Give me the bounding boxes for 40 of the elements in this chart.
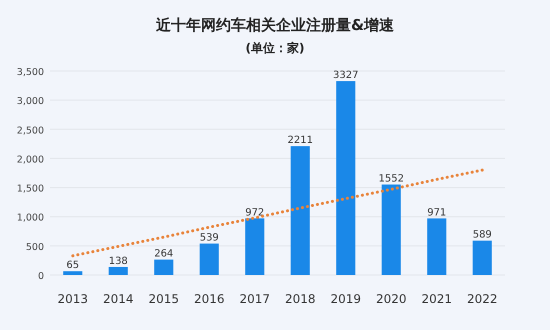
bar [472,240,492,275]
data-label: 65 [66,260,80,272]
data-label: 972 [245,207,264,218]
bar [245,218,264,275]
x-tick-label: 2020 [376,292,407,306]
data-label: 2211 [288,135,313,146]
x-tick-label: 2021 [421,292,452,306]
data-label: 539 [200,232,219,244]
bar [63,271,82,275]
bar [336,81,356,275]
bar [108,266,128,275]
y-tick-label: 2,000 [16,154,44,166]
y-tick-label: 3,500 [16,67,44,78]
x-tick-label: 2022 [466,292,498,306]
chart-title: 近十年网约车相关企业注册量&增速 [154,16,396,34]
x-tick-label: 2016 [194,292,225,306]
y-tick-label: 500 [26,242,44,253]
x-tick-label: 2017 [239,292,270,306]
bar [290,146,310,275]
y-tick-label: 0 [38,271,44,282]
data-label: 971 [427,207,446,218]
bar [200,244,219,275]
data-label: 264 [154,248,174,260]
data-label: 138 [108,256,128,267]
bar [382,184,401,275]
y-tick-label: 1,000 [16,212,44,224]
bar [427,218,446,275]
x-tick-label: 2018 [284,292,316,306]
x-tick-label: 2019 [330,292,362,306]
y-tick-label: 3,000 [16,96,44,108]
x-tick-label: 2013 [57,292,88,306]
x-tick-label: 2015 [148,292,180,306]
y-tick-label: 1,500 [16,184,44,195]
chart-subtitle: (单位：家) [246,41,304,55]
data-label: 1552 [378,174,404,185]
data-label: 3327 [333,70,358,82]
data-label: 589 [472,230,492,241]
bar [154,260,174,275]
x-tick-label: 2014 [102,292,134,306]
y-tick-label: 2,500 [16,125,44,136]
